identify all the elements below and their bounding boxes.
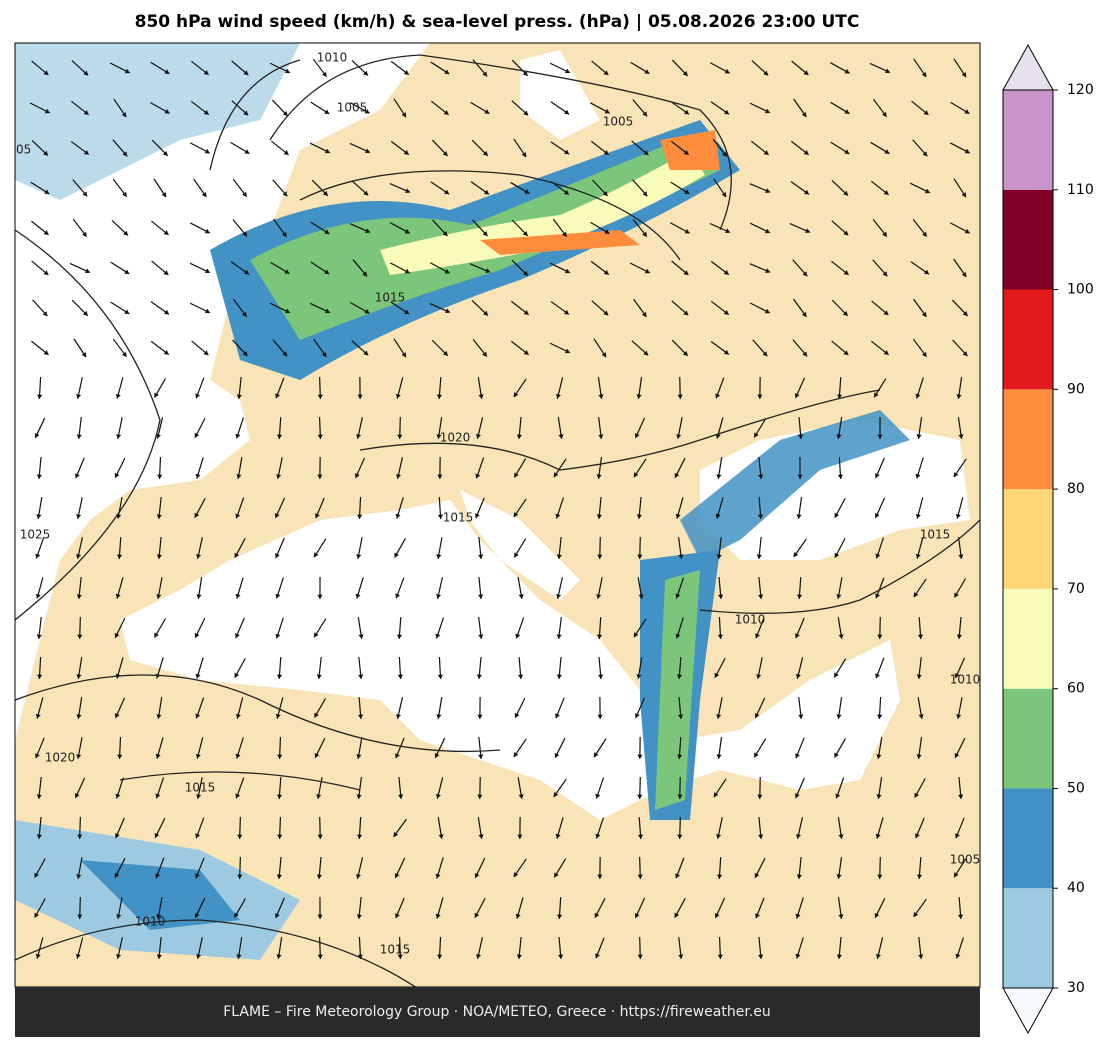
isobar-label: 1015 <box>920 528 951 542</box>
colorbar-band <box>1003 190 1053 290</box>
footer-text: FLAME – Fire Meteorology Group · NOA/MET… <box>223 1004 771 1020</box>
isobar-label: 1025 <box>20 528 51 542</box>
colorbar-under <box>1003 988 1053 1033</box>
colorbar-over <box>1003 45 1053 90</box>
isobar-label: 1020 <box>45 751 76 765</box>
colorbar-band <box>1003 788 1053 888</box>
colorbar-tick-label: 100 <box>1067 282 1094 298</box>
colorbar-band <box>1003 888 1053 988</box>
colorbar-band <box>1003 389 1053 489</box>
colorbar: 30 40 50 60 70 80 90 100 110 120 <box>1003 45 1094 1033</box>
isobar-label: 1005 <box>337 101 368 115</box>
isobar-label: 1010 <box>135 915 166 929</box>
colorbar-tick-label: 70 <box>1067 581 1085 597</box>
colorbar-tick-label: 90 <box>1067 381 1085 397</box>
colorbar-tick-label: 30 <box>1067 980 1085 996</box>
colorbar-tick-label: 50 <box>1067 780 1085 796</box>
isobar-label: 1010 <box>950 673 981 687</box>
colorbar-tick-label: 60 <box>1067 681 1085 697</box>
map: 1010 1005 1005 1015 1020 1015 1025 1015 1010 1020… <box>1 43 981 990</box>
isobar-label: 1005 <box>603 115 634 129</box>
colorbar-tick-label: 40 <box>1067 880 1085 896</box>
isobar-label: 1015 <box>185 781 216 795</box>
colorbar-band <box>1003 290 1053 390</box>
map-title: 850 hPa wind speed (km/h) & sea-level pr… <box>135 12 860 32</box>
isobar-label: 1015 <box>380 943 411 957</box>
isobar-label: 1005 <box>1 143 32 157</box>
isobar-label: 1010 <box>735 613 766 627</box>
isobar-label: 1020 <box>440 431 471 445</box>
colorbar-band <box>1003 90 1053 190</box>
colorbar-tick-label: 80 <box>1067 481 1085 497</box>
isobar-label: 1015 <box>375 291 406 305</box>
isobar-label: 1015 <box>443 511 474 525</box>
isobar-label: 1005 <box>950 853 981 867</box>
colorbar-band <box>1003 489 1053 589</box>
colorbar-tick-label: 120 <box>1067 82 1094 98</box>
colorbar-band <box>1003 689 1053 789</box>
isobar-label: 1010 <box>317 51 348 65</box>
colorbar-band <box>1003 589 1053 689</box>
colorbar-tick-label: 110 <box>1067 182 1094 198</box>
